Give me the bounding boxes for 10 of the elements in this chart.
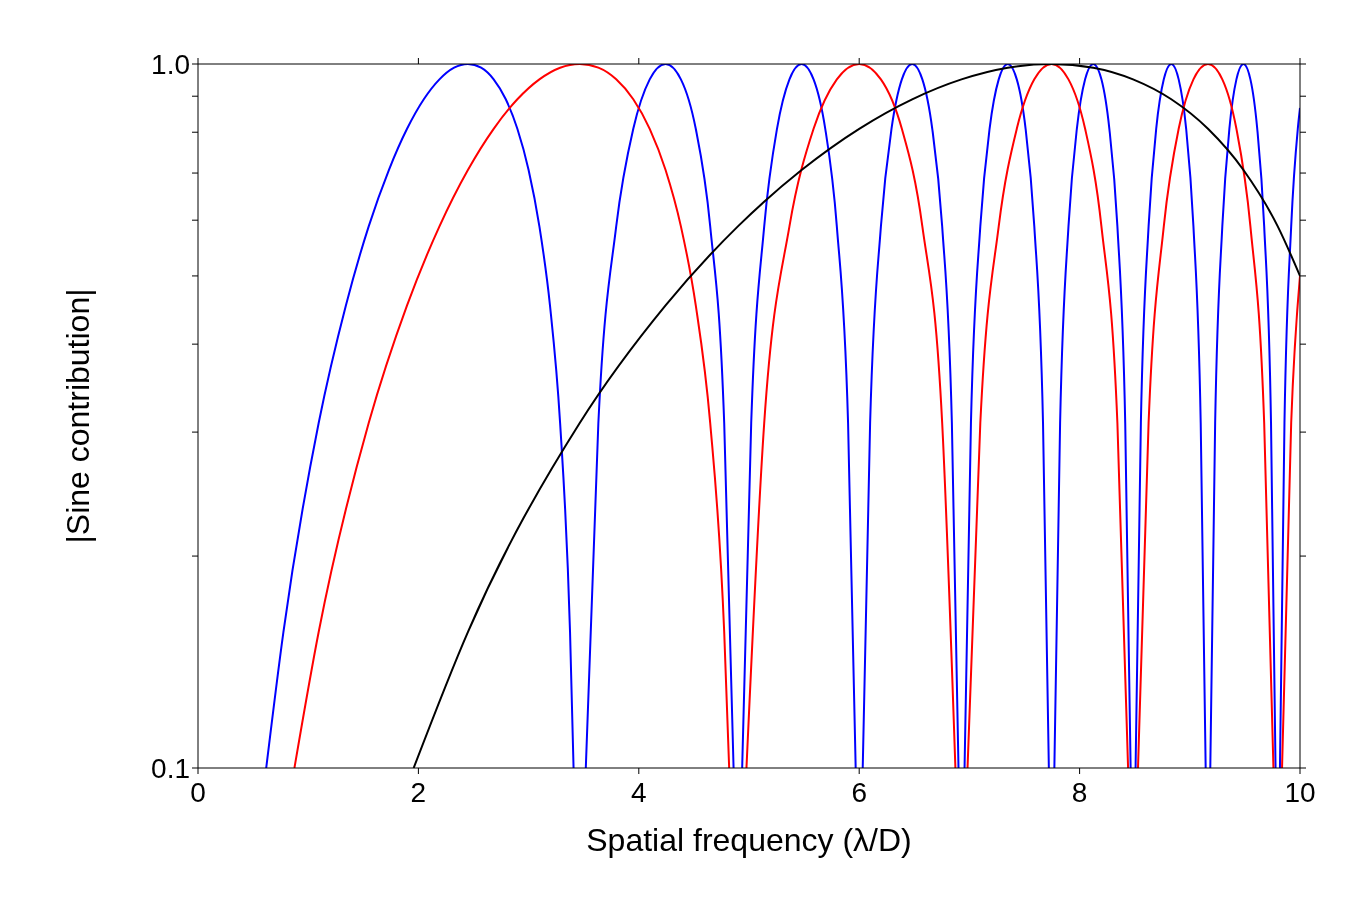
x-tick-label: 0 [190, 776, 206, 808]
y-tick-label: 0.1 [151, 752, 190, 784]
x-tick-label: 6 [851, 776, 867, 808]
y-tick-label: 1.0 [151, 48, 190, 80]
x-tick-label: 4 [631, 776, 647, 808]
x-axis-title: Spatial frequency (λ/D) [586, 822, 912, 858]
x-tick-label: 10 [1284, 776, 1316, 808]
x-tick-label: 8 [1071, 776, 1088, 808]
y-axis-title: |Sine contribution| [60, 288, 97, 544]
x-tick-label: 2 [410, 776, 427, 808]
